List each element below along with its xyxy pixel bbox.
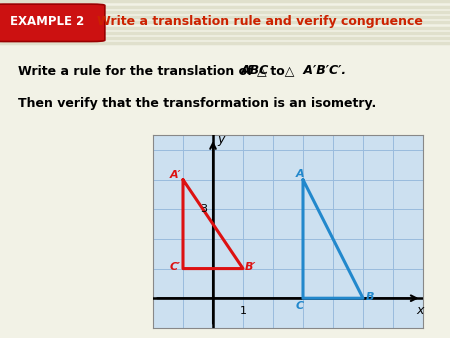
- Text: 1: 1: [239, 306, 247, 316]
- Text: A′B′C′.: A′B′C′.: [299, 64, 346, 77]
- Text: EXAMPLE 2: EXAMPLE 2: [10, 16, 85, 28]
- Text: A′: A′: [170, 170, 181, 180]
- Text: Write a rule for the translation of △: Write a rule for the translation of △: [18, 64, 266, 77]
- Text: B: B: [366, 292, 375, 302]
- Text: Write a translation rule and verify congruence: Write a translation rule and verify cong…: [97, 16, 423, 28]
- Text: 3: 3: [200, 204, 207, 214]
- Text: to△: to△: [266, 64, 295, 77]
- Text: A: A: [296, 169, 304, 179]
- Text: ABC: ABC: [241, 64, 269, 77]
- FancyBboxPatch shape: [0, 4, 105, 42]
- Text: B′: B′: [245, 262, 256, 272]
- Text: y: y: [217, 133, 225, 146]
- Text: C′: C′: [169, 262, 180, 272]
- Text: Then verify that the transformation is an isometry.: Then verify that the transformation is a…: [18, 97, 376, 110]
- Text: x: x: [416, 304, 424, 317]
- Text: C: C: [296, 300, 304, 311]
